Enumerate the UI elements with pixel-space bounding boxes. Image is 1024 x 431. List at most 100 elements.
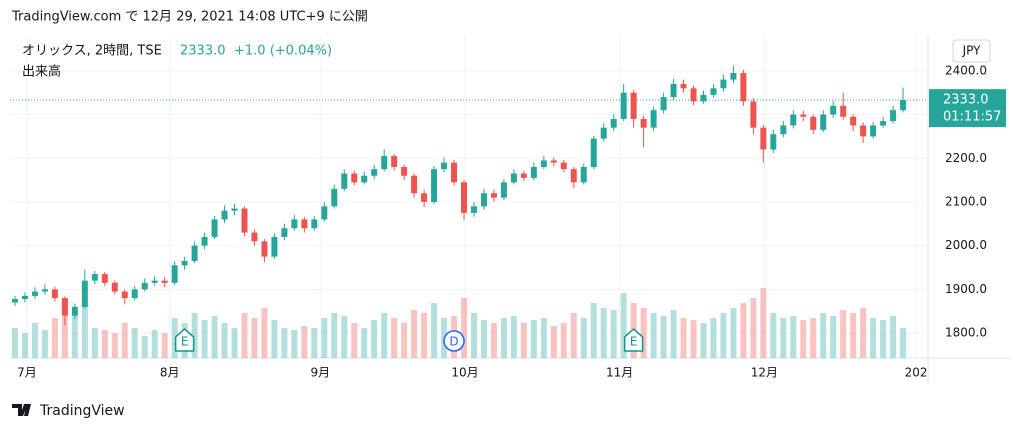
candle-body xyxy=(51,289,58,299)
candle-body xyxy=(301,219,308,229)
volume-bar xyxy=(161,333,168,358)
candle-body xyxy=(141,282,148,290)
candle-body xyxy=(441,162,448,170)
volume-bar xyxy=(41,330,48,358)
volume-bar xyxy=(221,323,228,358)
candle-body xyxy=(61,298,68,316)
volume-bar xyxy=(31,323,38,358)
candle-body xyxy=(540,160,547,167)
volume-bar xyxy=(461,298,468,358)
candle-body xyxy=(800,114,807,117)
candle-body xyxy=(241,208,248,233)
volume-bar xyxy=(570,313,577,358)
x-tick-label: 11月 xyxy=(606,366,633,380)
candle-body xyxy=(71,306,78,316)
candle-body xyxy=(81,280,88,307)
volume-bar xyxy=(810,318,817,358)
candle-body xyxy=(381,156,388,170)
volume-bar xyxy=(560,323,567,358)
volume-bar xyxy=(321,318,328,358)
candle-body xyxy=(321,206,328,220)
candle-body xyxy=(371,169,378,176)
volume-bar xyxy=(201,320,208,358)
volume-bar xyxy=(720,313,727,358)
volume-bar xyxy=(81,303,88,358)
candle-body xyxy=(41,289,48,292)
candle-body xyxy=(550,160,557,163)
volume-bar xyxy=(341,316,348,358)
candle-body xyxy=(740,73,747,102)
volume-bar xyxy=(311,328,318,358)
candle-body xyxy=(790,114,797,126)
y-tick-label: 1800.0 xyxy=(945,326,987,340)
candle-body xyxy=(351,173,358,183)
candle-body xyxy=(700,94,707,102)
candle-body xyxy=(11,298,18,303)
candle-body xyxy=(780,125,787,135)
candle-body xyxy=(461,182,468,213)
candle-body xyxy=(311,219,318,229)
candle-body xyxy=(870,125,877,137)
volume-bar xyxy=(131,328,138,358)
volume-bar xyxy=(750,298,757,358)
volume-bar xyxy=(700,323,707,358)
candle-body xyxy=(760,127,767,150)
x-tick-label: 202 xyxy=(905,366,928,380)
volume-bar xyxy=(61,298,68,358)
volume-bar xyxy=(431,303,438,358)
logo: TradingView xyxy=(12,403,125,419)
logo-icon xyxy=(12,404,31,416)
candle-body xyxy=(251,232,258,242)
candle-body xyxy=(880,121,887,126)
candle-body xyxy=(850,116,857,126)
candle-body xyxy=(480,193,487,207)
volume-bar xyxy=(271,320,278,358)
volume-bar xyxy=(650,313,657,358)
volume-bar xyxy=(261,308,268,358)
candle-body xyxy=(820,114,827,130)
volume-bar xyxy=(11,328,18,358)
volume-bar xyxy=(730,308,737,358)
last-price-box xyxy=(929,89,1006,128)
volume-bar xyxy=(490,323,497,358)
volume-bar xyxy=(480,320,487,358)
brand: TradingView xyxy=(39,403,125,419)
candle-body xyxy=(710,88,717,95)
candle-body xyxy=(191,245,198,261)
candle-body xyxy=(161,280,168,283)
candle-body xyxy=(690,88,697,102)
x-tick-label: 12月 xyxy=(751,366,778,380)
volume-bar xyxy=(580,318,587,358)
event-marker xyxy=(174,327,195,352)
candle-body xyxy=(570,169,577,183)
event-marker xyxy=(443,330,465,352)
candle-body xyxy=(171,265,178,283)
candle-body xyxy=(331,188,338,207)
volume-bar xyxy=(900,328,907,358)
volume-bar xyxy=(401,323,408,358)
candle-body xyxy=(211,219,218,237)
volume-bar xyxy=(411,310,418,358)
candle-body xyxy=(890,110,897,122)
volume-bar xyxy=(171,318,178,358)
candle-body xyxy=(101,274,108,283)
currency-box[interactable] xyxy=(952,39,991,63)
volume-bar xyxy=(670,310,677,358)
candle-body xyxy=(401,166,408,176)
price-text: 2333.0 xyxy=(180,44,226,59)
candle-body xyxy=(720,79,727,89)
y-tick-label: 1900.0 xyxy=(945,282,987,296)
candle-body xyxy=(520,173,527,178)
volume-bar xyxy=(680,318,687,358)
candle-body xyxy=(281,228,288,237)
volume-bar xyxy=(141,336,148,358)
volume-bar xyxy=(371,320,378,358)
event-label: D xyxy=(449,335,458,349)
volume-bar xyxy=(530,320,537,358)
candle-body xyxy=(201,236,208,246)
candle-body xyxy=(730,73,737,80)
candle-body xyxy=(451,162,458,183)
